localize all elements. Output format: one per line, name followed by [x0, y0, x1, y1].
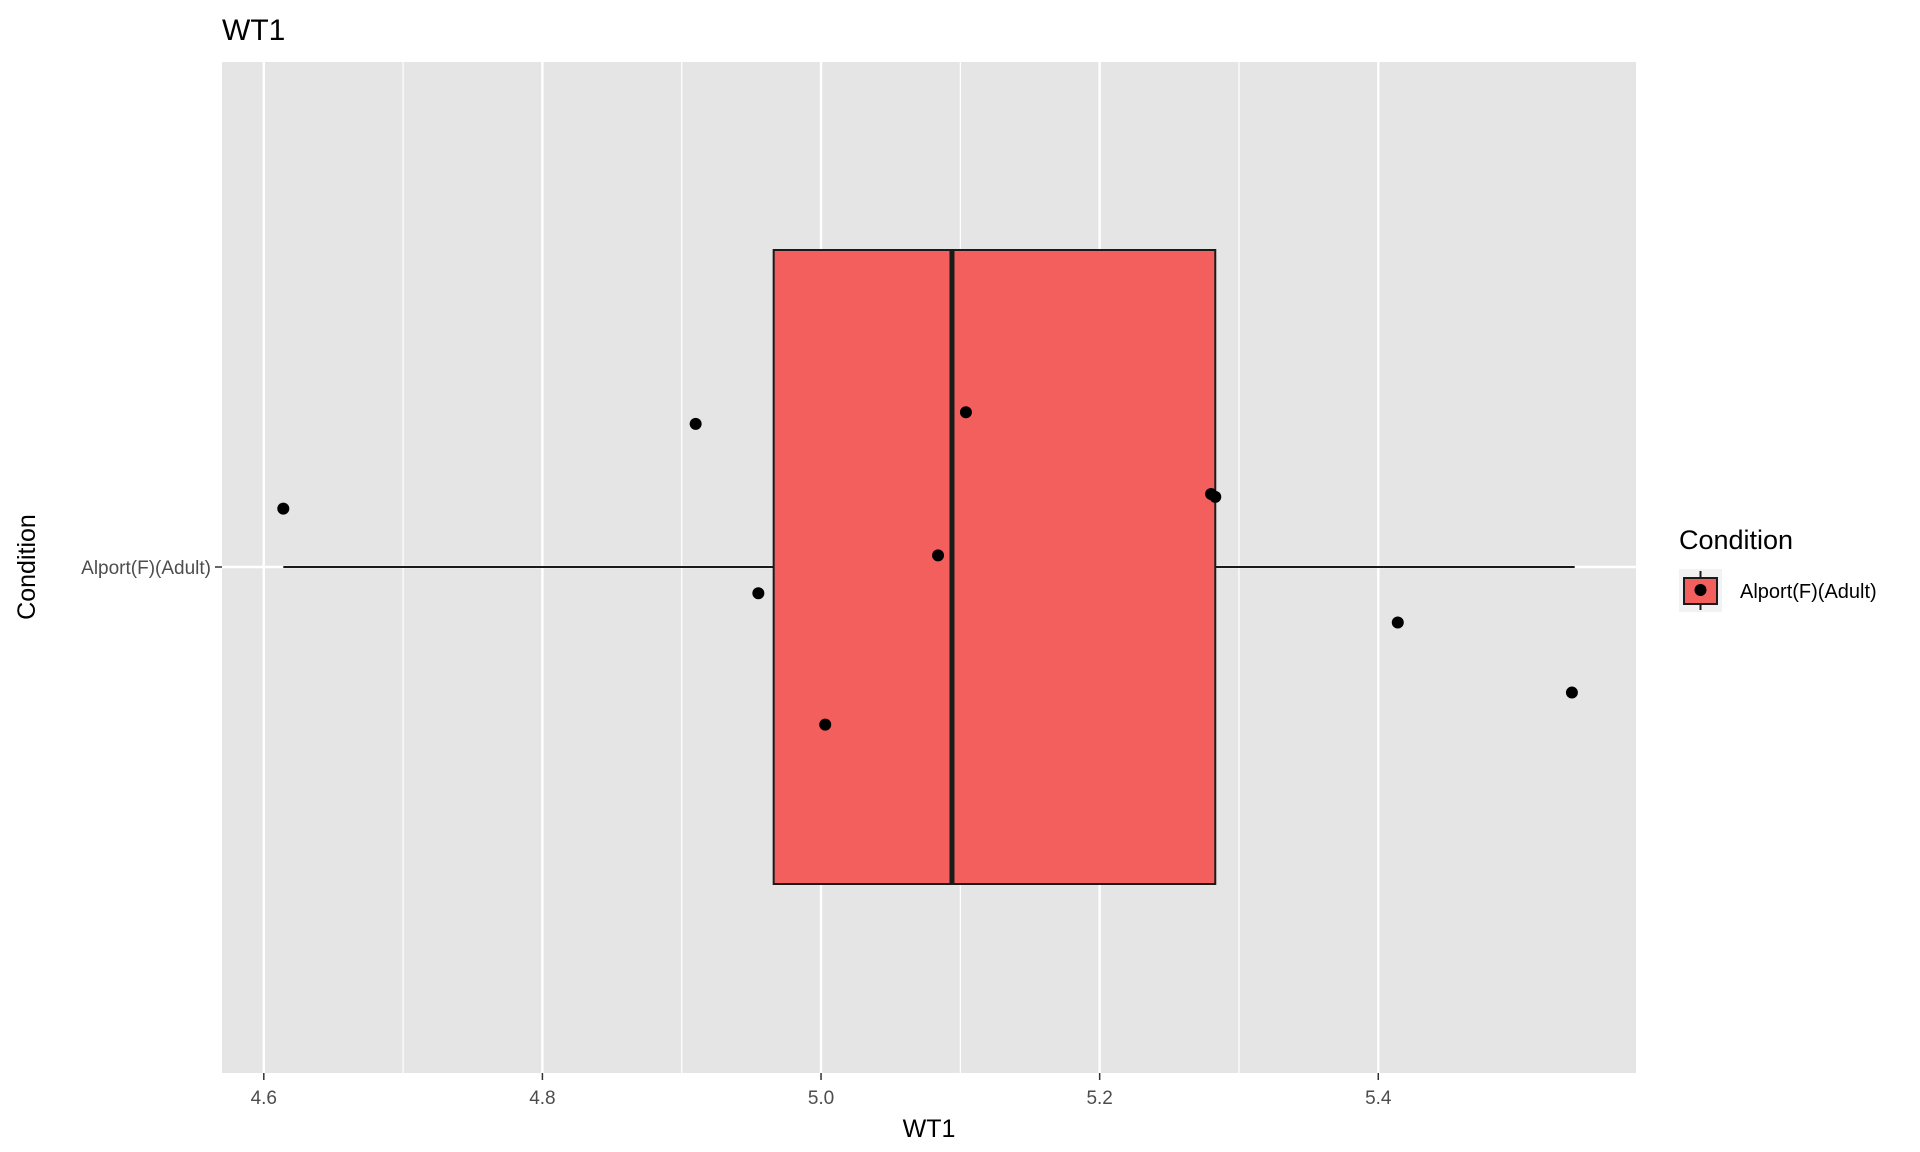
y-axis-title: Condition [13, 514, 41, 620]
data-point [752, 587, 765, 600]
legend-title: Condition [1679, 525, 1793, 555]
x-tick-label: 5.0 [808, 1088, 834, 1109]
legend-key [1679, 569, 1722, 612]
box-iqr [772, 249, 1217, 885]
data-point [1391, 616, 1404, 629]
chart-title: WT1 [222, 14, 285, 47]
x-tick-label: 4.6 [251, 1088, 277, 1109]
legend-key-point [1694, 584, 1707, 596]
x-axis-title: WT1 [903, 1115, 956, 1143]
legend-label: Alport(F)(Adult) [1740, 581, 1877, 603]
x-tick-label: 5.2 [1086, 1088, 1112, 1109]
data-points [277, 406, 1578, 731]
legend: Condition Alport(F)(Adult) [1679, 525, 1877, 612]
x-axis: 4.6 4.8 5.0 5.2 5.4 [251, 1073, 1392, 1109]
data-point [277, 502, 290, 515]
x-tick-label: 5.4 [1365, 1088, 1392, 1109]
data-point [1209, 490, 1222, 503]
data-point [932, 549, 945, 562]
data-point [689, 417, 702, 430]
y-axis: Alport(F)(Adult) [81, 558, 222, 579]
boxplot [283, 249, 1575, 885]
y-tick-label: Alport(F)(Adult) [81, 558, 211, 579]
data-point [819, 718, 832, 731]
data-point [959, 406, 972, 419]
x-tick-label: 4.8 [529, 1088, 555, 1109]
data-point [1565, 686, 1578, 699]
